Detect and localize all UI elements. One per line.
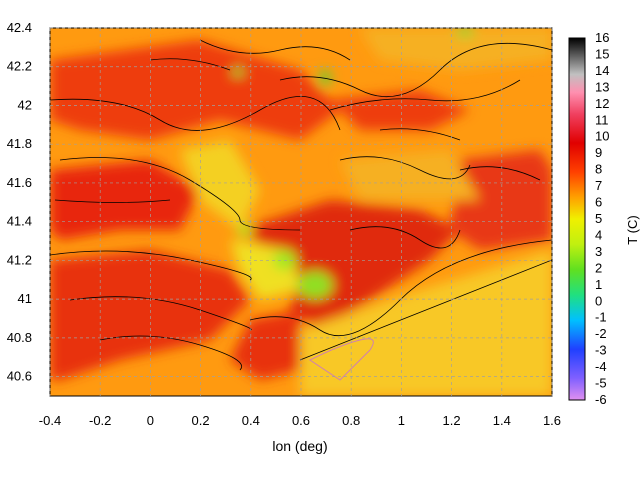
colorbar-tick-label: -1: [595, 310, 607, 325]
colorbar-tick-label: 8: [595, 162, 602, 177]
y-tick-label: 41.2: [7, 252, 32, 267]
colorbar-tick-label: 11: [595, 112, 609, 127]
y-tick-label: 41.4: [7, 214, 32, 229]
colorbar-tick-label: 16: [595, 30, 609, 45]
y-tick-labels: 40.6 40.8 41 41.2 41.4 41.6 41.8 42 42.2 42.4: [7, 20, 32, 384]
y-tick-label: 42: [18, 97, 32, 112]
x-tick-label: 1.2: [443, 413, 461, 428]
colorbar-label: T (C): [625, 215, 640, 245]
x-tick-label: 1.6: [543, 413, 561, 428]
grid: [49, 27, 553, 396]
x-axis-label: lon (deg): [272, 438, 328, 454]
x-tick-label: -0.2: [89, 413, 111, 428]
y-tick-label: 40.6: [7, 369, 32, 384]
colorbar: [568, 37, 586, 401]
x-tick-label: -0.4: [39, 413, 61, 428]
colorbar-tick-label: 4: [595, 227, 602, 242]
colorbar-tick-label: -6: [595, 392, 607, 407]
colorbar-tick-label: -2: [595, 326, 607, 341]
y-tick-label: 40.8: [7, 330, 32, 345]
y-tick-label: 41.8: [7, 136, 32, 151]
y-tick-label: 41: [18, 291, 32, 306]
colorbar-tick-label: 6: [595, 195, 602, 210]
colorbar-tick-label: -5: [595, 376, 607, 391]
y-tick-label: 42.4: [7, 20, 32, 35]
colorbar-tick-label: 15: [595, 46, 609, 61]
x-tick-label: 0.8: [342, 413, 360, 428]
colorbar-tick-label: 0: [595, 293, 602, 308]
colorbar-tick-label: -3: [595, 343, 607, 358]
x-tick-label: 1: [398, 413, 405, 428]
colorbar-tick-label: 1: [595, 277, 602, 292]
colorbar-tick-label: 10: [595, 129, 609, 144]
colorbar-tick-label: 3: [595, 244, 602, 259]
colorbar-tick-label: 13: [595, 79, 609, 94]
colorbar-tick-label: 7: [595, 178, 602, 193]
x-tick-label: 0.6: [292, 413, 310, 428]
colorbar-tick-label: 14: [595, 63, 609, 78]
x-tick-labels: -0.4 -0.2 0 0.2 0.4 0.6 0.8 1 1.2 1.4 1.6: [39, 413, 561, 428]
x-tick-label: 0: [147, 413, 154, 428]
colorbar-tick-label: 5: [595, 211, 602, 226]
colorbar-tick-label: 2: [595, 260, 602, 275]
x-tick-label: 1.4: [493, 413, 511, 428]
x-tick-label: 0.4: [242, 413, 260, 428]
x-tick-label: 0.2: [192, 413, 210, 428]
y-tick-label: 41.6: [7, 175, 32, 190]
colorbar-tick-label: -4: [595, 359, 607, 374]
colorbar-tick-label: 9: [595, 145, 602, 160]
colorbar-tick-label: 12: [595, 96, 609, 111]
y-tick-label: 42.2: [7, 59, 32, 74]
